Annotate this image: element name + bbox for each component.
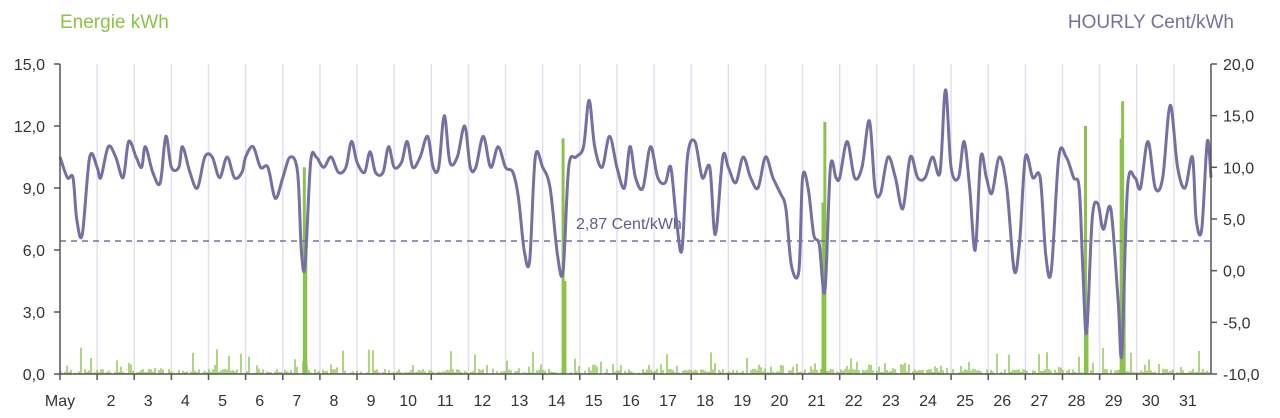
right-tick-label: 0,0 [1223,264,1245,281]
right-tick-label: 5,0 [1223,212,1245,229]
x-tick-label: 6 [255,393,264,410]
x-tick-label: 24 [919,393,937,410]
x-tick-label: 10 [399,393,417,410]
energy-spike-bar [823,121,827,374]
left-axis-title: Energie kWh [60,12,169,33]
x-tick-label: 26 [993,393,1011,410]
vertical-gridlines [96,64,1175,374]
right-axis-title: HOURLY Cent/kWh [1067,12,1234,33]
x-tick-label: 22 [845,393,863,410]
left-tick-label: 9,0 [23,181,45,198]
left-tick-label: 15,0 [14,57,45,74]
x-tick-label: 30 [1142,393,1160,410]
x-tick-label: 21 [808,393,826,410]
x-tick-label: 29 [1105,393,1123,410]
energy-spike-bar [1085,322,1089,374]
price-line [58,88,1213,360]
right-tick-label: -10,0 [1223,367,1260,384]
x-tick-label: 3 [144,393,153,410]
energy-spike-bar [1084,126,1088,374]
x-tick-label: 27 [1030,393,1048,410]
right-tick-label: 15,0 [1223,109,1254,126]
axes: 0,0 3,0 6,0 9,0 12,0 15,0 -10,0 -5,0 0,0 5,0 10,0 1… [14,57,1260,410]
x-tick-label: 7 [292,393,301,410]
x-tick-label: 16 [622,393,640,410]
energy-spike-bar [563,281,567,374]
x-tick-label: 31 [1179,393,1197,410]
x-tick-label: 5 [218,393,227,410]
x-tick-label: 11 [437,393,454,410]
x-tick-label: 25 [956,393,974,410]
left-tick-label: 0,0 [23,367,45,384]
right-tick-label: -5,0 [1223,315,1251,332]
energy-bars [60,101,1210,374]
reference-line-group: 2,87 Cent/kWh [60,216,1211,242]
x-tick-label: 15 [585,393,603,410]
right-tick-label: 20,0 [1223,57,1254,74]
x-tick-label: 17 [659,393,677,410]
x-tick-label: 2 [107,393,116,410]
energy-background-bars [60,347,1210,374]
left-tick-label: 6,0 [23,243,45,260]
x-tick-label: 19 [733,393,751,410]
x-tick-label: 28 [1068,393,1086,410]
energy-spike-bar [1119,138,1123,374]
energy-spike-bar [304,250,308,374]
reference-line-label: 2,87 Cent/kWh [576,216,682,233]
x-tick-label: 9 [367,393,376,410]
x-tick-label: 13 [511,393,529,410]
x-tick-label: 8 [329,393,338,410]
price-line-group [58,88,1213,360]
right-tick-label: 10,0 [1223,160,1254,177]
x-tick-label: 4 [181,393,190,410]
x-tick-label: 23 [882,393,900,410]
x-tick-label: May [45,393,75,410]
x-tick-label: 12 [474,393,492,410]
left-tick-label: 12,0 [14,119,45,136]
x-tick-label: 14 [548,393,566,410]
x-tick-label: 18 [696,393,714,410]
left-tick-label: 3,0 [23,305,45,322]
x-tick-label: 20 [771,393,789,410]
